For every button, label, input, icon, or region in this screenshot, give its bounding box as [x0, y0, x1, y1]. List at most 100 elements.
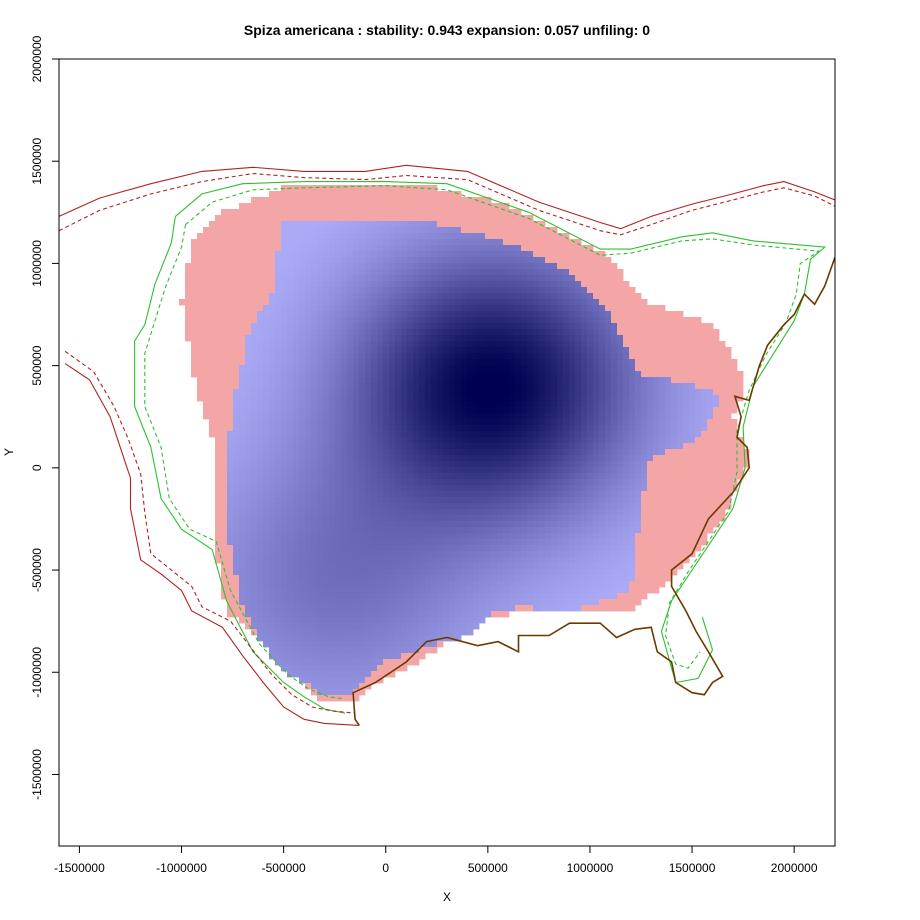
stability-cell: [329, 257, 336, 264]
stability-cell: [353, 383, 360, 390]
stability-cell: [611, 335, 618, 342]
stability-cell: [419, 305, 426, 312]
expansion-cell: [725, 425, 732, 432]
stability-cell: [659, 407, 666, 414]
stability-cell: [485, 461, 492, 468]
stability-cell: [293, 509, 300, 516]
expansion-cell: [245, 323, 252, 330]
stability-cell: [287, 509, 294, 516]
expansion-cell: [713, 347, 720, 354]
stability-cell: [455, 341, 462, 348]
stability-cell: [311, 413, 318, 420]
stability-cell: [257, 353, 264, 360]
expansion-cell: [665, 455, 672, 462]
stability-cell: [395, 527, 402, 534]
stability-cell: [593, 389, 600, 396]
stability-cell: [443, 509, 450, 516]
expansion-cell: [251, 203, 258, 210]
stability-cell: [575, 449, 582, 456]
expansion-cell: [215, 431, 222, 438]
expansion-cell: [473, 215, 480, 222]
stability-cell: [461, 299, 468, 306]
stability-cell: [425, 251, 432, 258]
stability-cell: [317, 227, 324, 234]
stability-cell: [431, 527, 438, 534]
stability-cell: [497, 401, 504, 408]
stability-cell: [311, 503, 318, 510]
stability-cell: [413, 407, 420, 414]
stability-cell: [473, 263, 480, 270]
stability-cell: [299, 251, 306, 258]
expansion-cell: [725, 407, 732, 414]
expansion-cell: [701, 509, 708, 516]
expansion-cell: [467, 215, 474, 222]
stability-cell: [521, 377, 528, 384]
stability-cell: [323, 521, 330, 528]
stability-cell: [323, 563, 330, 570]
stability-cell: [611, 359, 618, 366]
stability-cell: [335, 305, 342, 312]
stability-cell: [305, 239, 312, 246]
stability-cell: [263, 521, 270, 528]
stability-cell: [341, 425, 348, 432]
stability-cell: [335, 413, 342, 420]
stability-cell: [431, 335, 438, 342]
stability-cell: [299, 401, 306, 408]
stability-cell: [587, 359, 594, 366]
stability-cell: [665, 413, 672, 420]
stability-cell: [569, 485, 576, 492]
stability-cell: [359, 371, 366, 378]
stability-cell: [317, 437, 324, 444]
stability-cell: [383, 563, 390, 570]
stability-cell: [371, 497, 378, 504]
stability-cell: [365, 377, 372, 384]
stability-cell: [437, 323, 444, 330]
stability-cell: [479, 335, 486, 342]
stability-cell: [629, 419, 636, 426]
stability-cell: [599, 347, 606, 354]
stability-cell: [335, 437, 342, 444]
stability-cell: [593, 305, 600, 312]
expansion-cell: [215, 419, 222, 426]
stability-cell: [473, 329, 480, 336]
stability-cell: [647, 395, 654, 402]
stability-cell: [467, 407, 474, 414]
stability-cell: [317, 545, 324, 552]
stability-cell: [425, 473, 432, 480]
stability-cell: [515, 509, 522, 516]
expansion-cell: [215, 449, 222, 456]
expansion-cell: [239, 257, 246, 264]
stability-cell: [269, 395, 276, 402]
stability-cell: [383, 455, 390, 462]
expansion-cell: [341, 203, 348, 210]
stability-cell: [281, 491, 288, 498]
stability-cell: [281, 545, 288, 552]
stability-cell: [407, 227, 414, 234]
stability-cell: [425, 359, 432, 366]
stability-cell: [563, 449, 570, 456]
expansion-cell: [203, 383, 210, 390]
stability-cell: [353, 509, 360, 516]
stability-cell: [503, 509, 510, 516]
stability-cell: [431, 407, 438, 414]
stability-cell: [497, 257, 504, 264]
expansion-cell: [689, 359, 696, 366]
stability-cell: [305, 311, 312, 318]
expansion-cell: [683, 485, 690, 492]
stability-cell: [449, 263, 456, 270]
stability-cell: [293, 287, 300, 294]
expansion-cell: [695, 497, 702, 504]
stability-cell: [533, 359, 540, 366]
expansion-cell: [587, 269, 594, 276]
stability-cell: [611, 431, 618, 438]
stability-cell: [293, 353, 300, 360]
stability-cell: [557, 287, 564, 294]
stability-cell: [431, 263, 438, 270]
expansion-cell: [263, 281, 270, 288]
stability-cell: [377, 305, 384, 312]
expansion-cell: [197, 377, 204, 384]
stability-cell: [473, 485, 480, 492]
stability-cell: [299, 329, 306, 336]
stability-cell: [509, 257, 516, 264]
stability-cell: [461, 371, 468, 378]
